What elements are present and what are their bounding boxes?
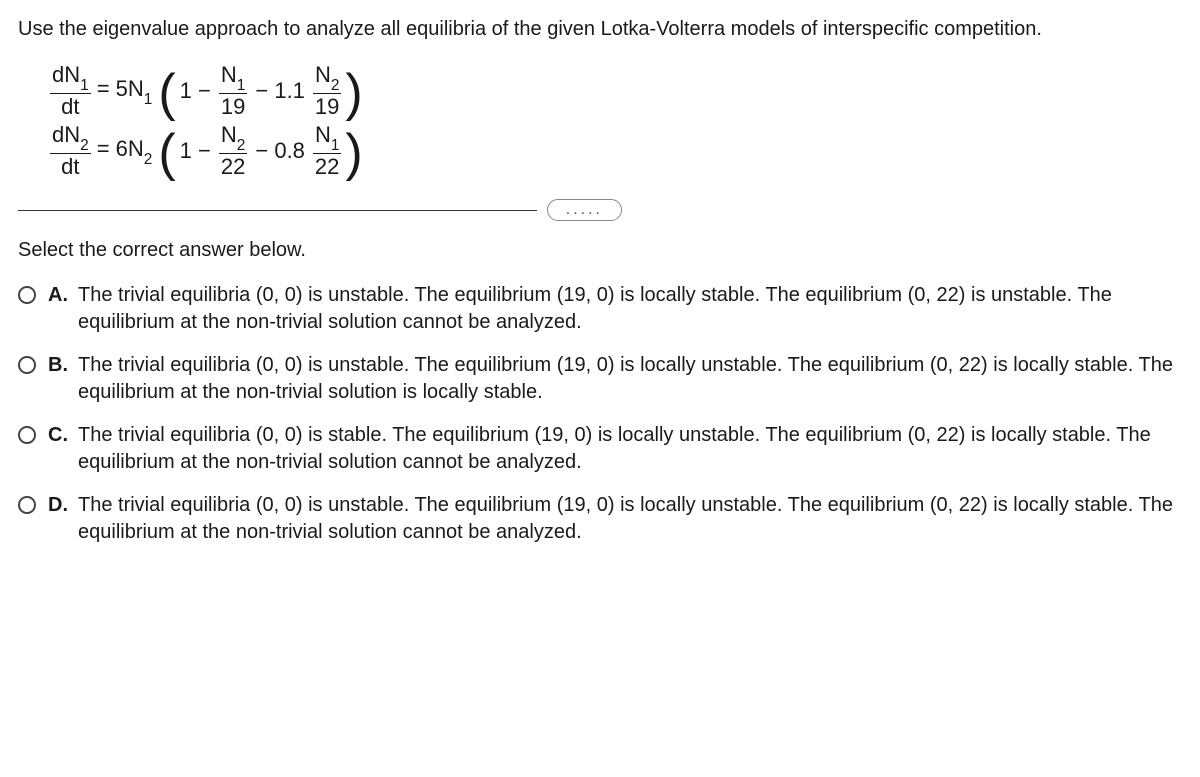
choice-text: The trivial equilibria (0, 0) is unstabl… [78, 282, 1182, 336]
select-instruction: Select the correct answer below. [18, 239, 1182, 262]
choice-text: The trivial equilibria (0, 0) is stable.… [78, 422, 1182, 476]
radio-c[interactable] [18, 426, 36, 444]
choice-letter: B. [48, 352, 68, 379]
question-prompt: Use the eigenvalue approach to analyze a… [18, 16, 1182, 43]
choice-text: The trivial equilibria (0, 0) is unstabl… [78, 492, 1182, 546]
radio-b[interactable] [18, 356, 36, 374]
answer-choices: A. The trivial equilibria (0, 0) is unst… [18, 282, 1182, 546]
choice-d[interactable]: D. The trivial equilibria (0, 0) is unst… [18, 492, 1182, 546]
radio-a[interactable] [18, 286, 36, 304]
equation-2: dN2 dt = 6N2 ( 1 − N2 22 − 0.8 N1 22 ) [50, 121, 1182, 181]
equations-block: dN1 dt = 5N1 ( 1 − N1 19 − 1.1 N2 19 ) d… [50, 61, 1182, 181]
choice-a[interactable]: A. The trivial equilibria (0, 0) is unst… [18, 282, 1182, 336]
expand-button[interactable]: ..... [547, 199, 622, 221]
divider-line [18, 210, 537, 211]
choice-letter: D. [48, 492, 68, 519]
choice-c[interactable]: C. The trivial equilibria (0, 0) is stab… [18, 422, 1182, 476]
choice-letter: A. [48, 282, 68, 309]
choice-text: The trivial equilibria (0, 0) is unstabl… [78, 352, 1182, 406]
choice-letter: C. [48, 422, 68, 449]
choice-b[interactable]: B. The trivial equilibria (0, 0) is unst… [18, 352, 1182, 406]
radio-d[interactable] [18, 496, 36, 514]
equation-1: dN1 dt = 5N1 ( 1 − N1 19 − 1.1 N2 19 ) [50, 61, 1182, 121]
